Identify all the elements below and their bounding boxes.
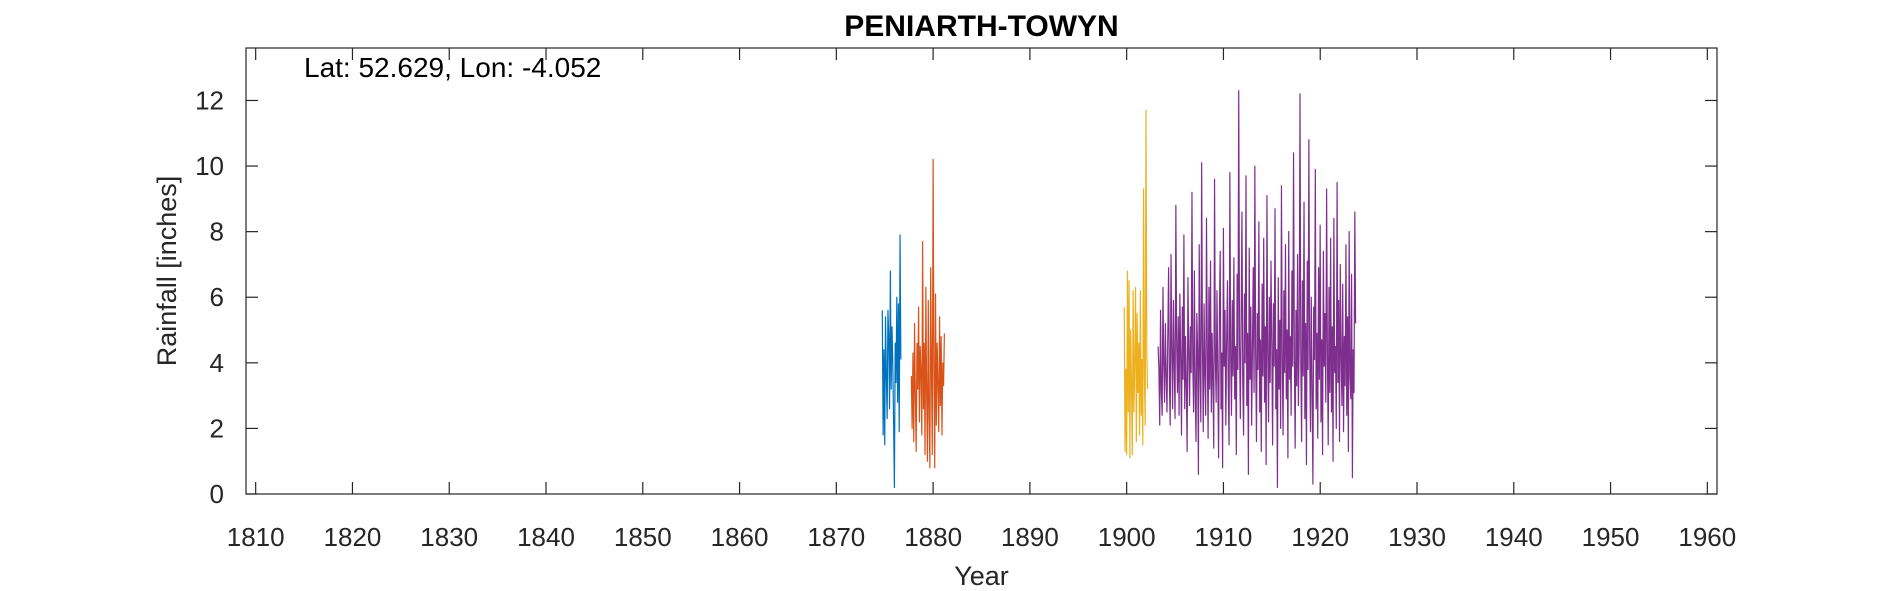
y-axis-label: Rainfall [inches]	[152, 176, 182, 367]
x-tick-label: 1890	[1001, 522, 1059, 552]
y-tick-label: 0	[210, 479, 224, 509]
series-line-3	[1123, 109, 1149, 459]
plot-box	[245, 47, 1718, 495]
x-tick-label: 1810	[227, 522, 285, 552]
x-tick-label: 1900	[1098, 522, 1156, 552]
y-tick-label: 12	[195, 85, 224, 115]
x-tick-label: 1840	[517, 522, 575, 552]
y-tick-label: 6	[210, 282, 224, 312]
location-annotation: Lat: 52.629, Lon: -4.052	[304, 52, 601, 83]
y-tick-label: 4	[210, 348, 224, 378]
y-axis-ticks: 0 2 4 6 8 10 12	[195, 85, 1717, 509]
x-tick-label: 1870	[807, 522, 865, 552]
x-tick-label: 1860	[711, 522, 769, 552]
x-tick-label: 1930	[1388, 522, 1446, 552]
chart-title: PENIARTH-TOWYN	[844, 10, 1118, 43]
series-line-4	[1157, 90, 1357, 489]
x-axis-ticks: 1810 1820 1830 1840 1850 1860 1870 1880 1890 1900…	[227, 48, 1736, 552]
x-axis-label: Year	[954, 561, 1009, 591]
y-tick-label: 2	[210, 413, 224, 443]
series-line-2	[910, 158, 945, 469]
plot-frame	[245, 47, 1718, 495]
x-tick-label: 1960	[1678, 522, 1736, 552]
x-tick-label: 1850	[614, 522, 672, 552]
x-tick-label: 1880	[904, 522, 962, 552]
x-tick-label: 1910	[1195, 522, 1253, 552]
x-tick-label: 1830	[420, 522, 478, 552]
x-tick-label: 1950	[1582, 522, 1640, 552]
x-tick-label: 1820	[324, 522, 382, 552]
y-tick-label: 10	[195, 151, 224, 181]
series-layer	[881, 90, 1357, 489]
series-line-1	[881, 234, 902, 489]
x-tick-label: 1920	[1291, 522, 1349, 552]
x-tick-label: 1940	[1485, 522, 1543, 552]
y-tick-label: 8	[210, 217, 224, 247]
